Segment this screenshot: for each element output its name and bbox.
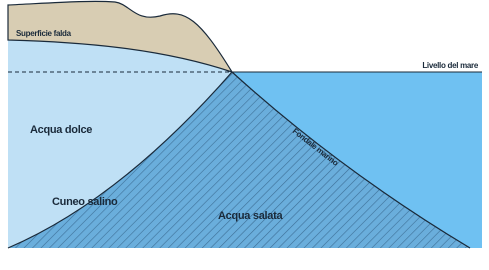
fresh-water-label: Acqua dolce <box>30 124 92 136</box>
sea-level-label: Livello del mare <box>422 61 479 70</box>
water-table-label: Superficie falda <box>16 29 72 38</box>
diagram: Superficie falda Livello del mare Acqua … <box>0 0 489 265</box>
salt-water-label: Acqua salata <box>218 210 283 222</box>
salt-wedge-label: Cuneo salino <box>52 196 118 208</box>
